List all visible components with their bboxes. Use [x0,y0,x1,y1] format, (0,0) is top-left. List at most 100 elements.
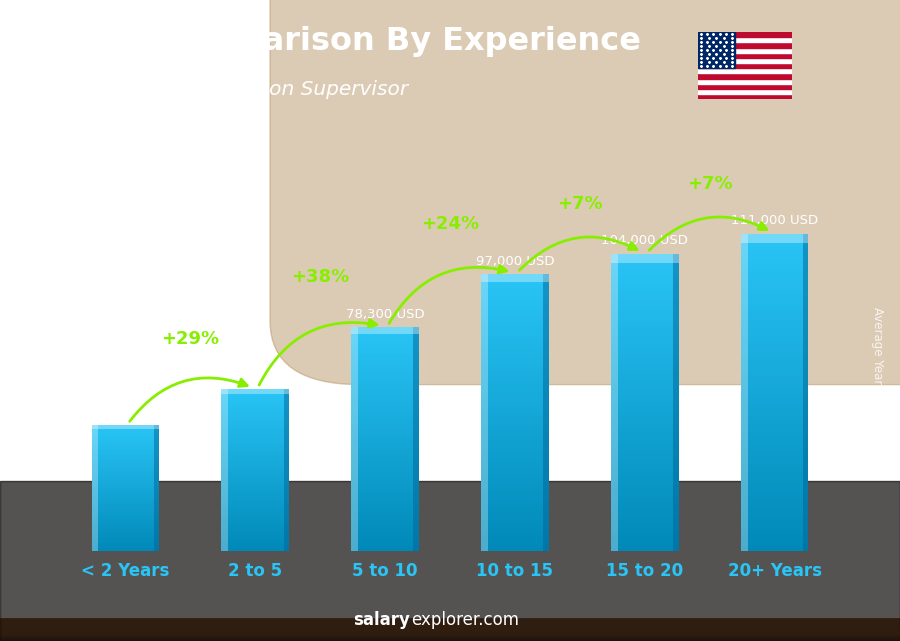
Bar [221,515,289,517]
Bar [482,281,549,284]
Bar [482,360,549,364]
Bar [0,626,900,640]
Text: 111,000 USD: 111,000 USD [731,215,818,228]
Bar [92,460,159,462]
Bar [351,422,418,425]
Bar [482,541,549,544]
Bar [741,281,808,285]
Bar [92,456,159,458]
Bar [221,529,289,531]
Bar [92,503,159,504]
Bar [482,447,549,451]
Bar [741,269,808,274]
Bar [221,490,289,492]
Bar [351,512,418,515]
Bar [0,620,900,635]
Bar [482,475,549,478]
Bar [92,433,159,435]
Bar [351,526,418,529]
Bar [92,479,159,480]
Bar [611,481,679,485]
Bar [0,623,900,638]
Bar [0,624,900,638]
Bar [611,283,679,287]
Bar [221,445,289,448]
Bar [92,538,159,540]
Bar [482,537,549,541]
Bar [92,435,159,436]
Bar [482,517,549,520]
Bar [0,626,900,640]
Bar [0,626,900,640]
Bar [611,525,679,529]
Bar [221,537,289,539]
Bar [351,537,418,540]
Bar [611,454,679,458]
Bar [221,504,289,506]
Bar [92,526,159,528]
Bar [611,428,679,432]
Bar [482,284,549,288]
Bar [284,389,289,551]
Bar [0,624,900,638]
Bar [741,273,808,278]
Text: explorer.com: explorer.com [411,611,519,629]
Bar [351,523,418,526]
Bar [611,403,679,406]
Bar [221,405,289,407]
Bar [92,499,159,501]
Bar [351,487,418,490]
Bar [351,411,418,414]
Bar [351,392,418,394]
Bar [221,412,289,413]
Bar [351,501,418,504]
Bar [351,520,418,523]
Bar [92,429,159,431]
Bar [611,324,679,328]
Bar [351,451,418,453]
Bar [741,305,808,309]
Bar [741,400,808,404]
Bar [221,478,289,480]
Bar [611,388,679,392]
Bar [221,395,289,397]
Bar [611,425,679,429]
Bar [0,622,900,637]
Bar [611,410,679,413]
Bar [221,484,289,487]
Bar [221,545,289,547]
Bar [92,515,159,517]
Bar [221,442,289,444]
Bar [351,347,418,350]
Bar [92,425,159,427]
Bar [221,454,289,456]
Bar [0,626,900,641]
Bar [0,619,900,633]
Bar [221,527,289,529]
Bar [741,278,808,281]
Bar [482,433,549,437]
Bar [0,620,900,635]
Bar [0,624,900,638]
Bar [482,319,549,322]
Bar [0,621,900,636]
Bar [351,478,418,481]
Bar [0,625,900,639]
Bar [351,498,418,501]
Bar [221,511,289,513]
Bar [741,392,808,397]
Bar [741,512,808,515]
Bar [741,249,808,254]
Bar [0,626,900,641]
Bar [351,363,418,367]
Bar [0,627,900,641]
Bar [611,469,679,473]
Bar [741,495,808,500]
Bar [741,262,808,265]
Bar [741,376,808,381]
Bar [741,293,808,297]
Bar [92,428,159,430]
Bar [698,69,792,74]
Bar [92,549,159,551]
Bar [221,482,289,485]
